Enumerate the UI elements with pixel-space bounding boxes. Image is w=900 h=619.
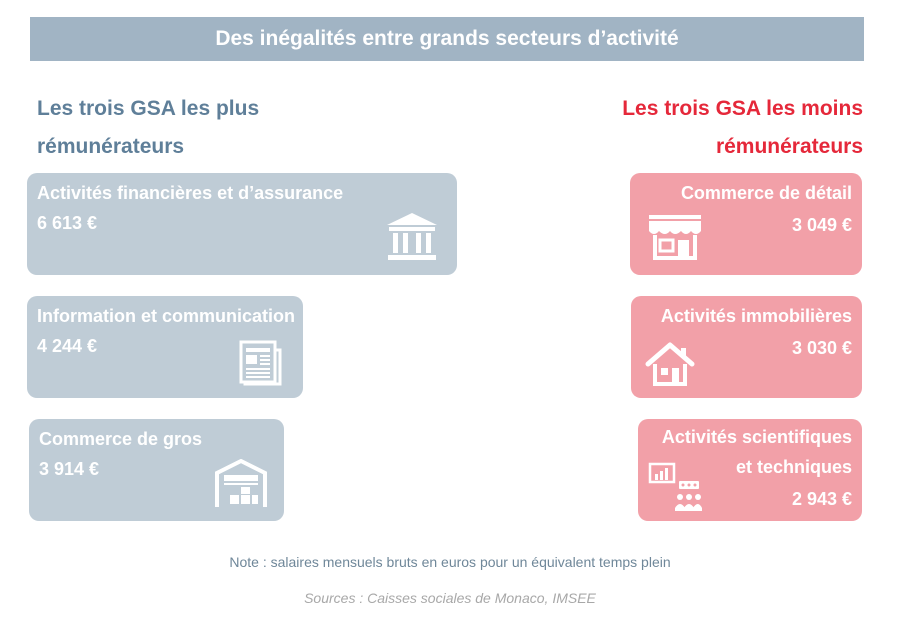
left-heading-line-1: Les trois GSA les plus <box>37 97 260 120</box>
bar-label: Activités immobilières <box>660 306 852 326</box>
bar-label: Commerce de détail <box>680 183 852 203</box>
left-heading-line-2: rémunérateurs <box>37 135 185 158</box>
newspaper-icon <box>239 340 282 386</box>
right-heading-line-1: Les trois GSA les moins <box>622 97 863 120</box>
bar-activites-financieres: Activités financières et d’assurance 6 6… <box>27 173 457 275</box>
bar-value: 3 049 € <box>791 215 852 235</box>
bar-value: 2 943 € <box>791 489 852 509</box>
bar-commerce-de-detail: Commerce de détail 3 049 € <box>630 173 862 275</box>
bar-activites-scientifiques: Activités scientifiques et techniques 2 … <box>638 419 862 521</box>
note: Note : salaires mensuels bruts en euros … <box>229 554 671 570</box>
bar-commerce-de-gros: Commerce de gros 3 914 € <box>29 419 284 521</box>
sources: Sources : Caisses sociales de Monaco, IM… <box>304 590 596 606</box>
bar-value: 4 244 € <box>37 336 98 356</box>
right-heading: Les trois GSA les moins rémunérateurs <box>622 90 863 166</box>
bar-value: 6 613 € <box>37 213 98 233</box>
bar-label: Activités financières et d’assurance <box>37 183 344 203</box>
bar-activites-immobilieres: Activités immobilières 3 030 € <box>631 296 862 398</box>
bar-label-line-2: et techniques <box>735 457 852 477</box>
bank-icon <box>387 213 437 260</box>
bar-label: Commerce de gros <box>39 429 203 449</box>
bar-information-communication: Information et communication 4 244 € <box>27 296 303 398</box>
shop-icon <box>649 215 701 260</box>
presentation-icon <box>648 462 702 511</box>
bar-value: 3 030 € <box>791 338 852 358</box>
chart-title: Des inégalités entre grands secteurs d’a… <box>30 17 864 61</box>
house-icon <box>645 342 695 386</box>
bar-label-line-1: Activités scientifiques <box>661 427 852 447</box>
bar-value: 3 914 € <box>39 459 100 479</box>
bar-label: Information et communication <box>37 306 296 326</box>
left-heading: Les trois GSA les plus rémunérateurs <box>37 90 259 166</box>
right-heading-line-2: rémunérateurs <box>715 135 863 158</box>
warehouse-icon <box>215 459 267 507</box>
